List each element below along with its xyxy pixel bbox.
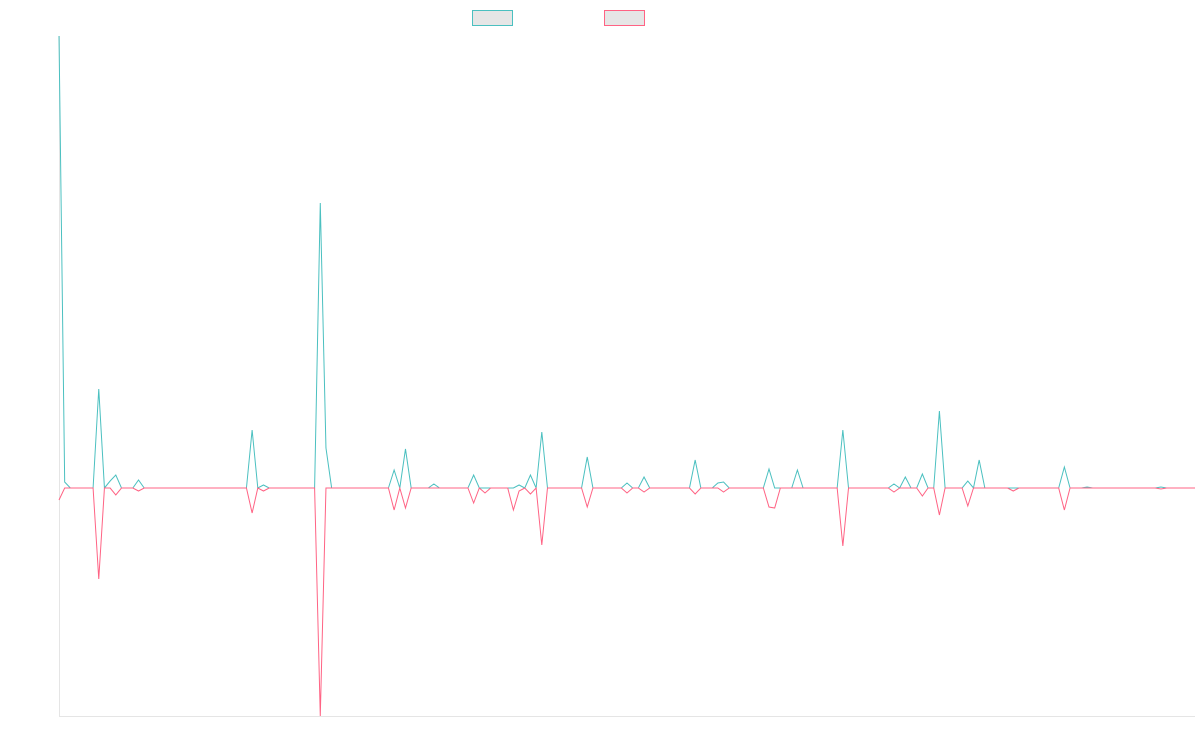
series-line [58, 35, 1195, 490]
legend-swatch[interactable] [604, 10, 645, 26]
legend-swatch[interactable] [472, 10, 513, 26]
series-line [58, 486, 1195, 717]
